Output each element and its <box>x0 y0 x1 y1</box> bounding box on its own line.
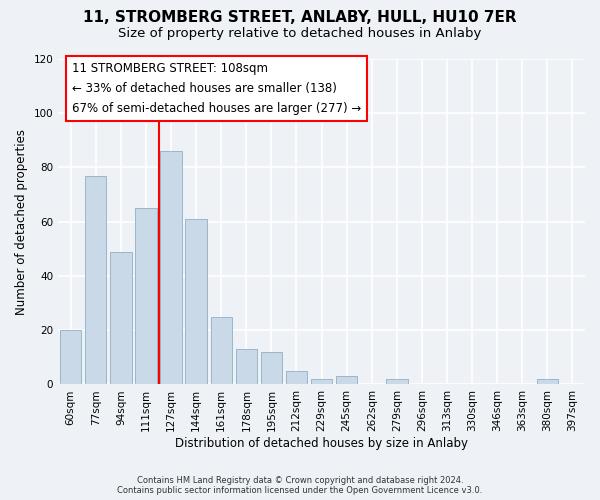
Bar <box>286 371 307 384</box>
Bar <box>85 176 106 384</box>
Bar <box>336 376 358 384</box>
Bar <box>386 379 407 384</box>
X-axis label: Distribution of detached houses by size in Anlaby: Distribution of detached houses by size … <box>175 437 468 450</box>
Y-axis label: Number of detached properties: Number of detached properties <box>15 128 28 314</box>
Bar <box>60 330 82 384</box>
Text: 11, STROMBERG STREET, ANLABY, HULL, HU10 7ER: 11, STROMBERG STREET, ANLABY, HULL, HU10… <box>83 10 517 25</box>
Bar <box>537 379 558 384</box>
Text: Size of property relative to detached houses in Anlaby: Size of property relative to detached ho… <box>118 28 482 40</box>
Text: Contains HM Land Registry data © Crown copyright and database right 2024.
Contai: Contains HM Land Registry data © Crown c… <box>118 476 482 495</box>
Bar <box>110 252 131 384</box>
Bar <box>211 316 232 384</box>
Text: 11 STROMBERG STREET: 108sqm
← 33% of detached houses are smaller (138)
67% of se: 11 STROMBERG STREET: 108sqm ← 33% of det… <box>72 62 361 114</box>
Bar <box>311 379 332 384</box>
Bar <box>136 208 157 384</box>
Bar <box>261 352 282 384</box>
Bar <box>185 219 207 384</box>
Bar <box>236 349 257 384</box>
Bar <box>160 151 182 384</box>
